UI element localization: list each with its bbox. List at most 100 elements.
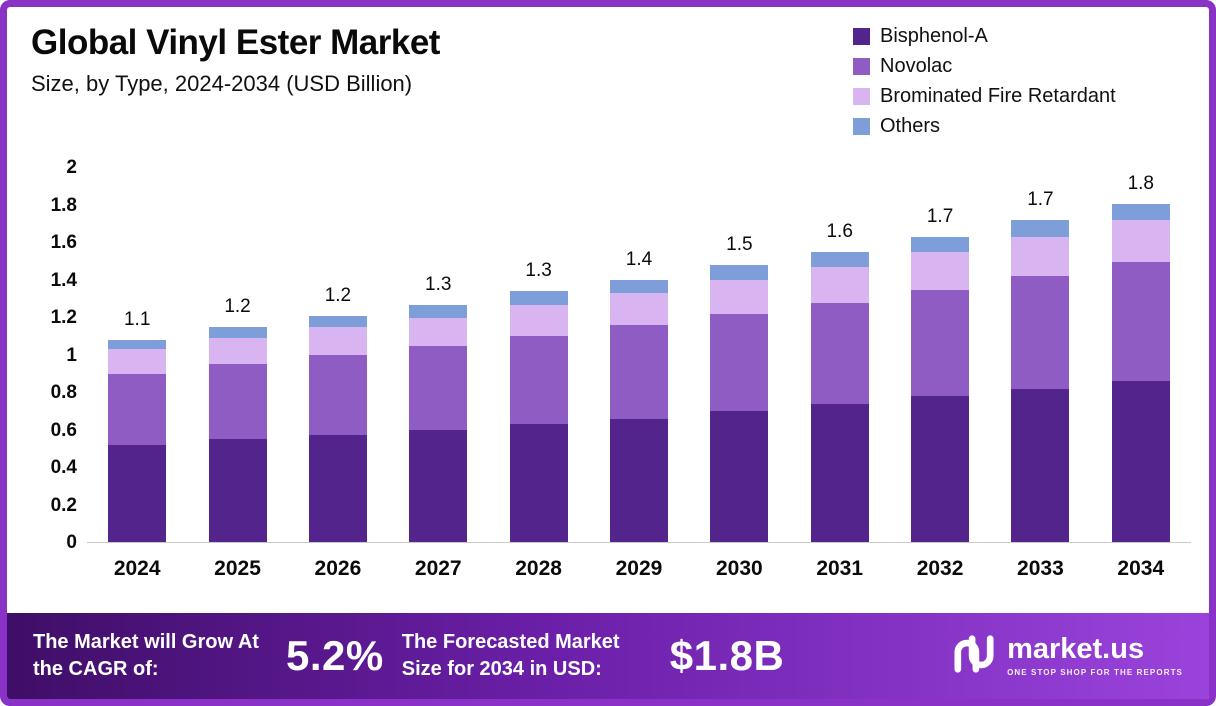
bar-segment-brominated-fire-retardant [710,280,769,314]
legend-item-bisphenol-a: Bisphenol-A [853,25,1183,48]
y-axis-tick-label: 0.2 [50,494,77,516]
x-axis-label: 2030 [715,557,763,580]
bar-group: 1.2 [288,168,388,542]
bar-total-label: 1.3 [425,273,452,295]
bar-segment-novolac [308,355,367,436]
header: Global Vinyl Ester Market Size, by Type,… [7,7,1209,138]
bar-segment-bisphenol-a [810,403,869,542]
x-axis-label: 2028 [515,557,562,580]
bar-total-label: 1.6 [826,221,853,243]
bar-group: 1.7 [890,168,990,542]
bar-segment-novolac [1011,276,1070,389]
x-axis-label: 2032 [916,557,964,580]
x-axis-label: 2025 [214,557,261,580]
bar-segment-others [409,304,468,318]
bar-segment-bisphenol-a [1011,388,1070,542]
bar-segment-others [1011,220,1070,238]
bar-segment-others [108,340,167,350]
bar-segment-bisphenol-a [208,439,267,542]
brand-text: market.us ONE STOP SHOP FOR THE REPORTS [1007,633,1183,678]
bar-group: 1.6 [790,168,890,542]
bar-segment-others [810,252,869,268]
bar-segment-others [609,280,668,294]
bar-segment-brominated-fire-retardant [509,304,568,337]
y-axis-tick-label: 0.6 [50,419,77,441]
legend-label: Brominated Fire Retardant [880,85,1116,107]
x-axis-label: 2031 [816,557,864,580]
bar-total-label: 1.8 [1127,172,1154,194]
chart-area: 0 0.2 0.4 0.6 0.8 1 1.2 1.4 1.6 1.8 2 1.1 1.2 1.2 1.3… [29,157,1191,553]
bar-segment-novolac [208,364,267,440]
legend-item-brominated-fire-retardant: Brominated Fire Retardant [853,85,1183,108]
x-axis-label: 2034 [1117,557,1165,580]
bar-total-label: 1.7 [926,206,954,228]
y-axis-tick-label: 1 [66,344,77,366]
y-axis-tick-label: 1.4 [50,269,77,291]
bar-segment-bisphenol-a [609,418,668,542]
x-axis-label: 2029 [615,557,663,580]
bar-segment-bisphenol-a [710,411,769,542]
y-axis-tick-label: 1.8 [50,194,77,216]
bar-group: 1.7 [990,168,1090,542]
bar-segment-bisphenol-a [1111,381,1170,542]
bar-segment-bisphenol-a [308,435,367,542]
bar-segment-novolac [810,302,869,404]
bar-segment-bisphenol-a [108,444,167,542]
footer-banner: The Market will Grow At the CAGR of: 5.2… [7,613,1209,699]
legend-label: Novolac [880,55,953,77]
y-axis: 0 0.2 0.4 0.6 0.8 1 1.2 1.4 1.6 1.8 2 [29,157,87,553]
bar-total-label: 1.2 [224,295,251,317]
brand-tagline: ONE STOP SHOP FOR THE REPORTS [1007,668,1183,677]
bar-segment-brominated-fire-retardant [609,293,668,326]
bar-total-label: 1.2 [324,284,352,306]
bar-segment-others [308,315,367,327]
brand-logo[interactable]: market.us ONE STOP SHOP FOR THE REPORTS [951,634,1183,679]
brand-name: market.us [1007,633,1145,665]
bar-segment-brominated-fire-retardant [208,338,267,365]
chart-legend: Bisphenol-A Novolac Brominated Fire Reta… [853,23,1183,138]
bar-total-label: 1.5 [726,234,753,256]
legend-label: Others [880,115,941,137]
bar-group: 1.3 [488,168,588,542]
y-axis-tick-label: 1.2 [50,307,77,328]
bar-segment-novolac [609,325,668,419]
bar-segment-others [911,237,970,253]
x-axis-labels: 2024 2025 2026 2027 2028 2029 2030 2031 2032 2033… [87,543,1191,581]
legend-item-novolac: Novolac [853,55,1183,78]
bar-segment-brominated-fire-retardant [911,252,970,290]
bar-segment-novolac [409,345,468,430]
market-us-logo-icon [951,634,997,679]
legend-swatch [853,58,870,75]
forecast-label: The Forecasted Market Size for 2034 in U… [401,631,620,680]
bar-group: 1.8 [1091,168,1191,542]
bar-segment-others [1111,203,1170,221]
bar-segment-brominated-fire-retardant [308,326,367,356]
bar-segment-brominated-fire-retardant [810,267,869,303]
y-axis-tick-label: 2 [66,157,77,178]
bar-segment-others [509,291,568,305]
y-axis-tick-label: 0.8 [50,382,77,403]
cagr-label: The Market will Grow At the CAGR of: [33,631,259,680]
bar-segment-bisphenol-a [509,424,568,542]
bars-area: 1.1 1.2 1.2 1.3 1.3 1.4 1.5 1.6 1.7 1.7 1.8 [87,168,1191,543]
bar-group: 1.5 [689,168,789,542]
bar-segment-brominated-fire-retardant [1011,237,1070,277]
x-axis-label: 2033 [1017,557,1064,580]
bar-segment-brominated-fire-retardant [108,349,167,374]
bar-segment-others [710,265,769,281]
x-axis-label: 2026 [314,557,362,580]
bar-segment-novolac [710,313,769,412]
x-axis-label: 2027 [414,557,462,580]
y-axis-tick-label: 1.6 [50,232,77,253]
bar-segment-bisphenol-a [409,429,468,542]
bar-segment-bisphenol-a [911,396,970,542]
bar-segment-brominated-fire-retardant [409,317,468,346]
title-block: Global Vinyl Ester Market Size, by Type,… [31,23,440,97]
bar-total-label: 1.7 [1027,189,1054,211]
legend-swatch [853,88,870,105]
y-axis-tick-label: 0.4 [50,457,77,478]
bar-group: 1.4 [589,168,689,542]
bar-group: 1.2 [187,168,287,542]
bar-segment-novolac [911,289,970,397]
